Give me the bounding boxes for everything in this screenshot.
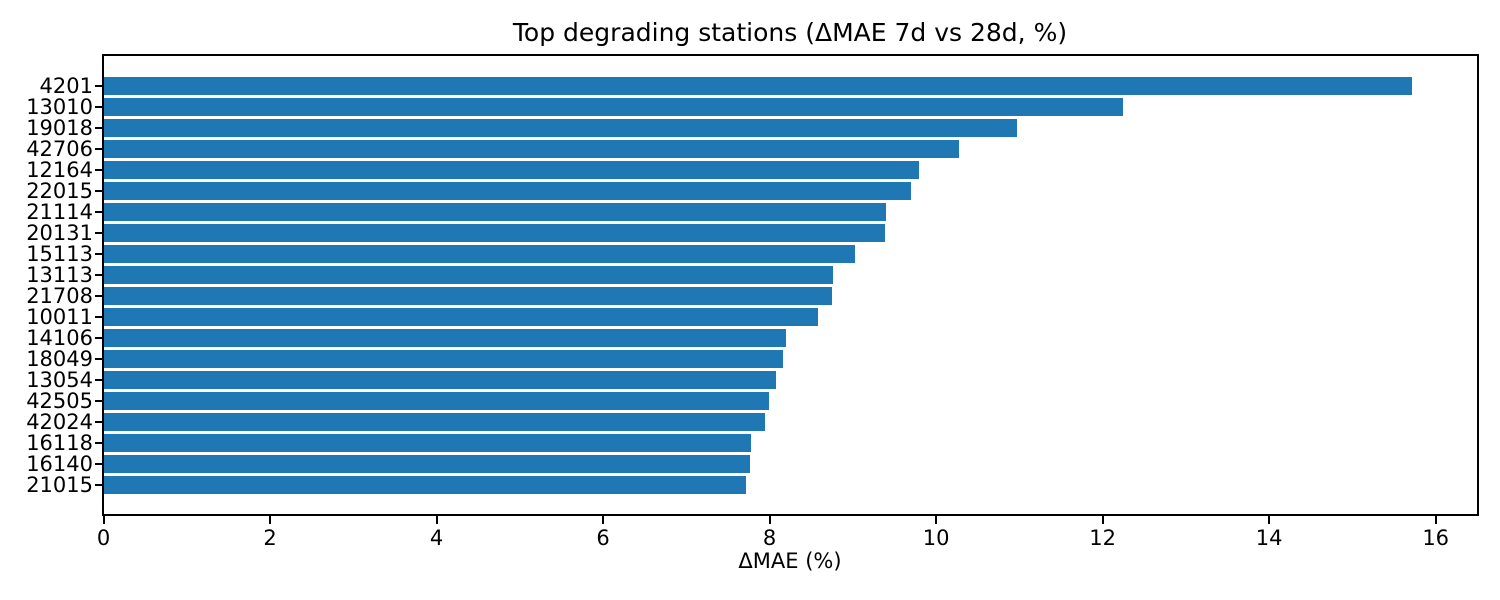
xtick-label-12: 12 bbox=[1089, 525, 1116, 550]
bar-10011 bbox=[103, 308, 818, 326]
ytick-label-10011: 10011 bbox=[26, 305, 93, 329]
ytick-mark bbox=[94, 337, 102, 339]
ytick-mark bbox=[94, 127, 102, 129]
bar-16140 bbox=[103, 455, 751, 473]
ytick-mark bbox=[94, 421, 102, 423]
xtick-label-4: 4 bbox=[429, 525, 444, 550]
xtick-mark bbox=[269, 515, 272, 524]
xtick-mark bbox=[1434, 515, 1437, 524]
ytick-mark bbox=[94, 295, 102, 297]
ytick-label-21015: 21015 bbox=[26, 473, 93, 497]
ytick-mark bbox=[94, 379, 102, 381]
ytick-mark bbox=[94, 232, 102, 234]
bar-42505 bbox=[103, 392, 769, 410]
xtick-mark bbox=[102, 515, 105, 524]
ytick-label-42505: 42505 bbox=[26, 389, 93, 413]
plot-area bbox=[101, 53, 1479, 516]
xtick-label-14: 14 bbox=[1255, 525, 1283, 550]
ytick-label-20131: 20131 bbox=[26, 221, 93, 245]
ytick-label-4201: 4201 bbox=[39, 74, 93, 98]
bar-16118 bbox=[103, 434, 752, 452]
bar-21708 bbox=[103, 287, 833, 305]
xtick-label-10: 10 bbox=[922, 525, 950, 550]
xtick-mark bbox=[435, 515, 438, 524]
xtick-label-8: 8 bbox=[762, 525, 777, 550]
ytick-label-12164: 12164 bbox=[26, 158, 93, 182]
bar-12164 bbox=[103, 161, 919, 179]
ytick-mark bbox=[94, 211, 102, 213]
chart-title: Top degrading stations (ΔMAE 7d vs 28d, … bbox=[512, 18, 1068, 47]
xtick-label-16: 16 bbox=[1422, 525, 1450, 550]
ytick-label-21708: 21708 bbox=[26, 284, 93, 308]
ytick-mark bbox=[94, 190, 102, 192]
ytick-label-13113: 13113 bbox=[26, 263, 93, 287]
ytick-label-14106: 14106 bbox=[26, 326, 93, 350]
xtick-mark bbox=[1268, 515, 1271, 524]
xtick-label-6: 6 bbox=[596, 525, 610, 550]
ytick-mark bbox=[94, 358, 102, 360]
ytick-mark bbox=[94, 274, 102, 276]
ytick-mark bbox=[94, 253, 102, 255]
xtick-label-0: 0 bbox=[96, 525, 111, 550]
ytick-label-18049: 18049 bbox=[26, 347, 93, 371]
bar-14106 bbox=[103, 329, 787, 347]
ytick-label-13054: 13054 bbox=[26, 368, 93, 392]
bar-20131 bbox=[103, 224, 886, 242]
xtick-mark bbox=[768, 515, 771, 524]
bar-4201 bbox=[103, 77, 1413, 95]
ytick-mark bbox=[94, 85, 102, 87]
bar-21114 bbox=[103, 203, 887, 221]
ytick-mark bbox=[94, 484, 102, 486]
xtick-mark bbox=[935, 515, 938, 524]
bar-21015 bbox=[103, 476, 747, 494]
bar-15113 bbox=[103, 245, 855, 263]
ytick-mark bbox=[94, 169, 102, 171]
ytick-label-13010: 13010 bbox=[26, 95, 93, 119]
bar-13010 bbox=[103, 98, 1124, 116]
ytick-mark bbox=[94, 442, 102, 444]
xtick-label-2: 2 bbox=[263, 525, 277, 550]
bar-13054 bbox=[103, 371, 777, 389]
ytick-label-21114: 21114 bbox=[26, 200, 93, 224]
ytick-label-42706: 42706 bbox=[26, 137, 93, 161]
xtick-mark bbox=[1101, 515, 1104, 524]
ytick-label-22015: 22015 bbox=[26, 179, 93, 203]
ytick-mark bbox=[94, 400, 102, 402]
bar-19018 bbox=[103, 119, 1017, 137]
ytick-label-16118: 16118 bbox=[26, 431, 93, 455]
ytick-label-42024: 42024 bbox=[26, 410, 93, 434]
bar-42024 bbox=[103, 413, 765, 431]
xtick-mark bbox=[602, 515, 605, 524]
bar-22015 bbox=[103, 182, 912, 200]
ytick-mark bbox=[94, 148, 102, 150]
ytick-label-19018: 19018 bbox=[26, 116, 93, 140]
bar-18049 bbox=[103, 350, 783, 368]
ytick-label-15113: 15113 bbox=[26, 242, 93, 266]
ytick-mark bbox=[94, 463, 102, 465]
ytick-mark bbox=[94, 316, 102, 318]
x-axis-label: ΔMAE (%) bbox=[738, 549, 842, 573]
ytick-label-16140: 16140 bbox=[26, 452, 93, 476]
bar-13113 bbox=[103, 266, 833, 284]
bar-42706 bbox=[103, 140, 959, 158]
ytick-mark bbox=[94, 106, 102, 108]
